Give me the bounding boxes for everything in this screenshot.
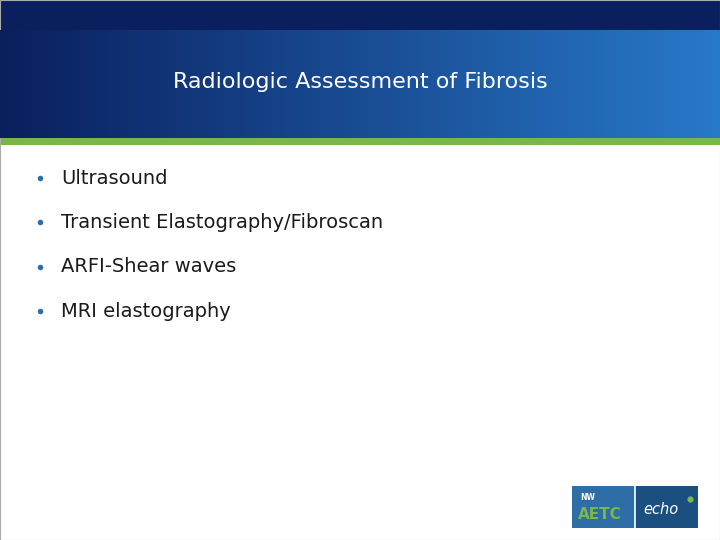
Text: Ultrasound: Ultrasound — [61, 168, 168, 188]
Text: NW: NW — [580, 494, 595, 502]
Bar — [0, 138, 720, 145]
Text: Transient Elastography/Fibroscan: Transient Elastography/Fibroscan — [61, 213, 383, 232]
Bar — [635, 486, 698, 528]
Text: ARFI-Shear waves: ARFI-Shear waves — [61, 257, 236, 276]
Text: Radiologic Assessment of Fibrosis: Radiologic Assessment of Fibrosis — [173, 71, 547, 92]
Bar — [0, 145, 720, 540]
Text: MRI elastography: MRI elastography — [61, 301, 231, 321]
Bar — [0, 0, 720, 30]
Text: echo: echo — [643, 502, 678, 517]
Text: AETC: AETC — [577, 507, 621, 522]
